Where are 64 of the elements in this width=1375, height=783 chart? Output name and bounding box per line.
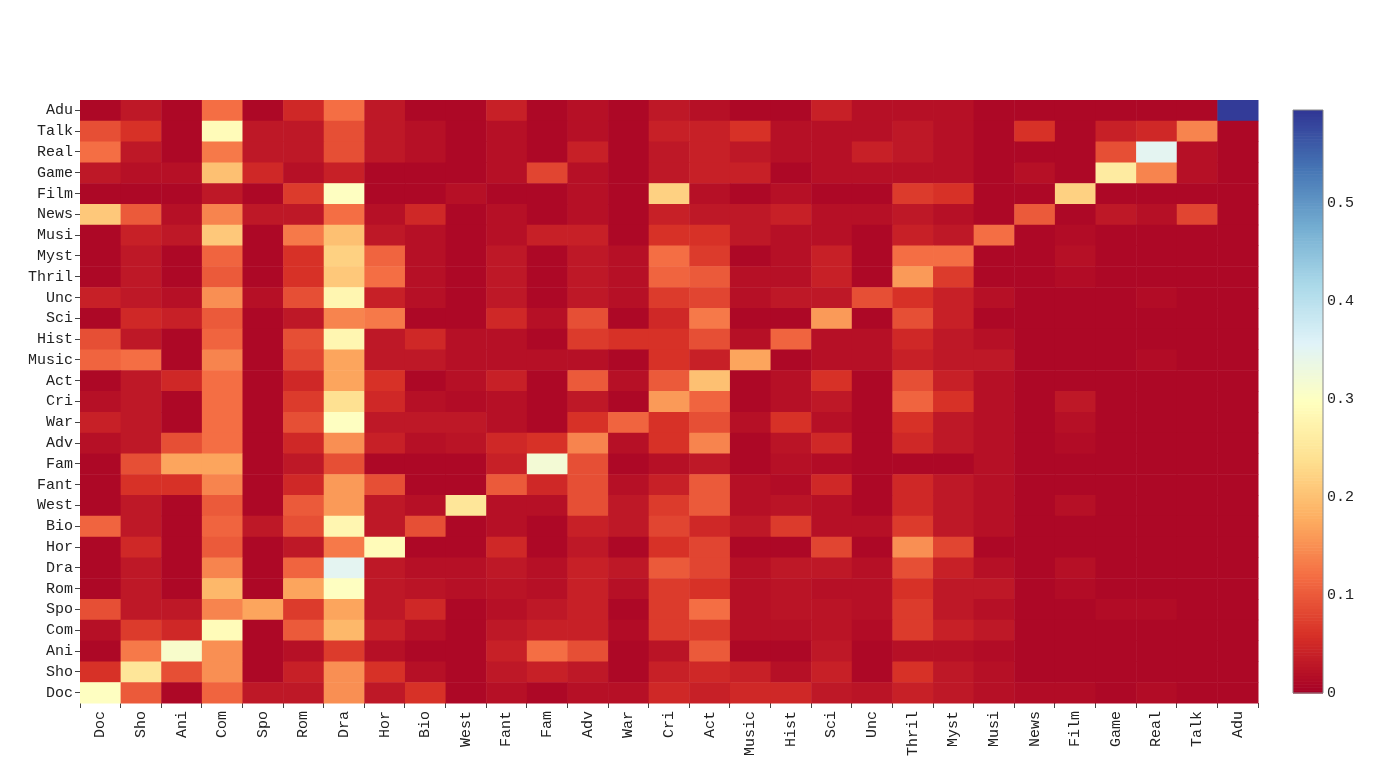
y-tick-label: Thril: [27, 268, 73, 286]
y-tick-label: Cri: [45, 393, 73, 411]
color-bar-label: 0.1: [1327, 586, 1355, 604]
x-tick-label: Rom: [295, 711, 313, 739]
x-tick-label: Sho: [132, 711, 150, 739]
x-tick-label: Adu: [1229, 711, 1247, 739]
x-tick-label: Act: [701, 711, 719, 739]
x-tick-label: West: [457, 711, 475, 748]
y-tick-label: Unc: [45, 289, 73, 307]
y-tick-label: Bio: [45, 518, 73, 536]
x-tick-label: Film: [1067, 711, 1085, 748]
x-tick-label: Talk: [1189, 711, 1207, 748]
x-tick-label: Bio: [417, 711, 435, 739]
y-tick-label: Rom: [45, 580, 73, 598]
y-tick-label: War: [45, 414, 73, 432]
color-bar-label: 0.5: [1327, 195, 1355, 213]
y-tick-label: Act: [45, 372, 73, 390]
x-tick-label: Unc: [864, 711, 882, 739]
y-tick-label: Ani: [45, 642, 73, 660]
x-tick-label: Sci: [823, 711, 841, 739]
y-tick-label: Musi: [36, 227, 73, 245]
y-tick-label: Adv: [45, 435, 73, 453]
y-tick-label: Film: [36, 185, 73, 203]
y-tick-label: Myst: [36, 247, 73, 265]
y-tick-label: Spo: [45, 601, 73, 619]
x-tick-label: Myst: [945, 711, 963, 748]
x-tick-label: Adv: [579, 711, 597, 739]
x-tick-label: Fant: [498, 711, 516, 748]
x-tick-label: Game: [1107, 711, 1125, 748]
y-tick-label: Dra: [45, 559, 73, 577]
y-tick-label: Fam: [45, 455, 73, 473]
y-tick-label: Real: [36, 143, 73, 161]
y-tick-label: Doc: [45, 684, 73, 702]
x-tick-label: News: [1026, 711, 1044, 748]
y-tick-label: Talk: [36, 123, 73, 141]
y-tick-label: West: [36, 497, 73, 515]
y-tick-label: Adu: [45, 102, 73, 120]
color-bar-label: 0: [1327, 684, 1337, 702]
x-tick-label: Spo: [254, 711, 272, 739]
y-tick-label: Hor: [45, 539, 73, 557]
y-tick-label: Game: [36, 164, 73, 182]
y-tick-label: Sci: [45, 310, 73, 328]
x-tick-label: Hor: [376, 711, 394, 739]
x-tick-label: Cri: [660, 711, 678, 739]
y-tick-label: Hist: [36, 331, 73, 349]
y-tick-label: News: [36, 206, 73, 224]
x-tick-label: Musi: [985, 711, 1003, 748]
color-bar-label: 0.4: [1327, 293, 1355, 311]
x-tick-label: Fam: [539, 711, 557, 739]
x-tick-label: Hist: [782, 711, 800, 748]
y-tick-label: Com: [45, 622, 73, 640]
x-tick-label: Doc: [92, 711, 110, 739]
color-bar-label: 0.3: [1327, 391, 1355, 409]
x-tick-label: Music: [742, 711, 760, 757]
x-tick-label: Dra: [336, 711, 353, 739]
y-tick-label: Fant: [36, 476, 73, 494]
x-tick-label: Real: [1148, 711, 1166, 748]
x-tick-label: Com: [214, 711, 232, 739]
x-tick-label: Ani: [173, 711, 191, 739]
x-tick-label: War: [620, 711, 638, 739]
color-bar-label: 0.2: [1327, 489, 1355, 506]
y-tick-label: Sho: [45, 663, 73, 681]
x-tick-label: Thril: [904, 711, 922, 757]
y-tick-label: Music: [27, 351, 73, 369]
